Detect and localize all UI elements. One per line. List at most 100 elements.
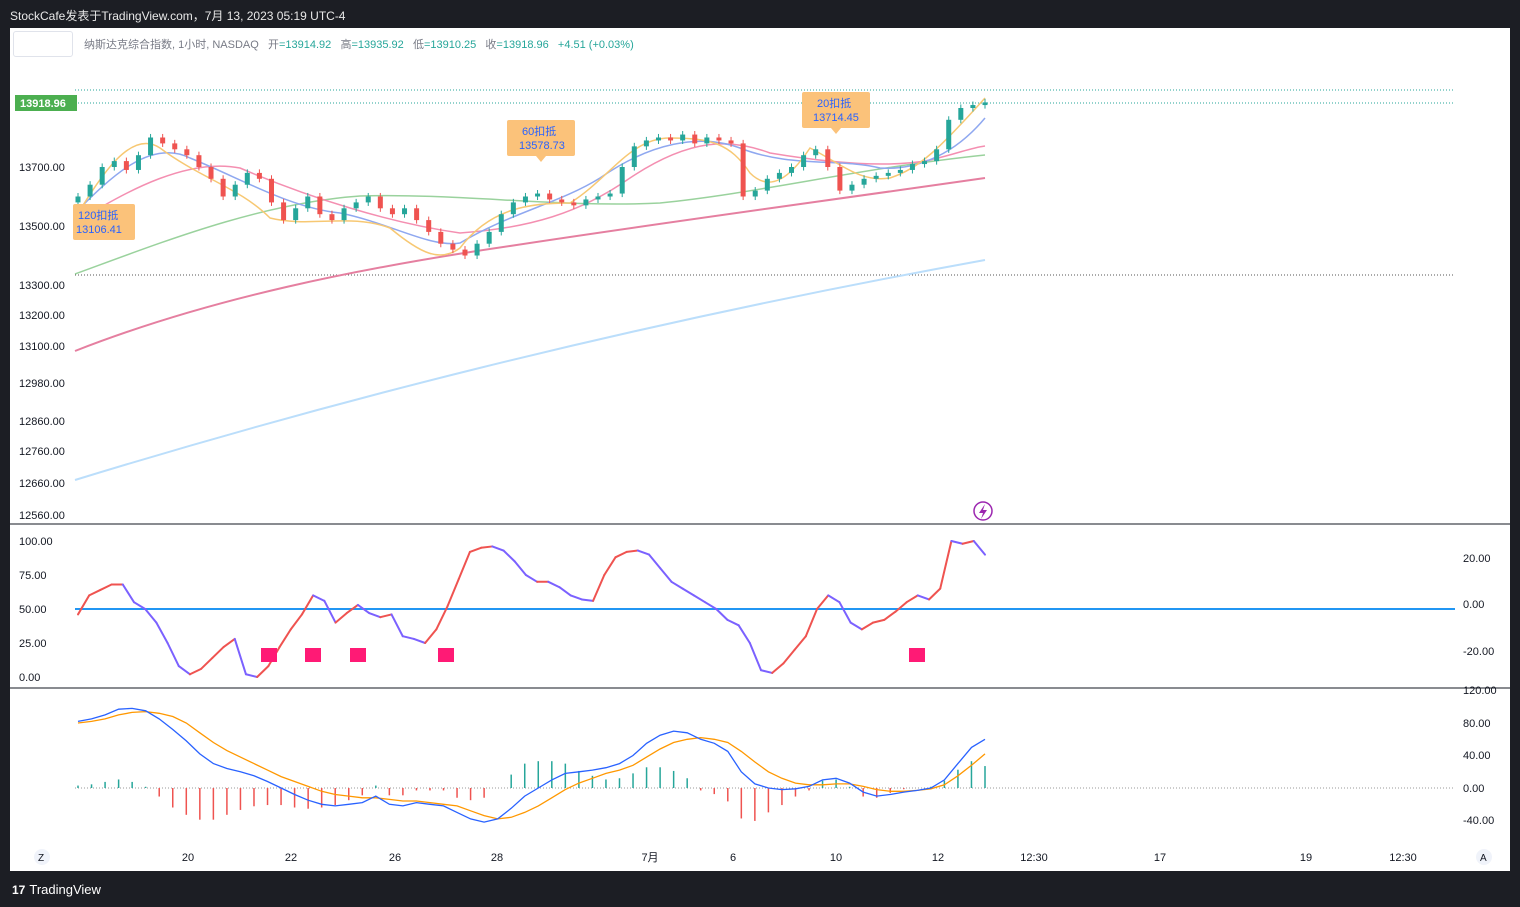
candle-body (837, 167, 843, 191)
candle-body (547, 193, 553, 200)
macd-pane[interactable]: 120.00 80.00 40.00 0.00 -40.00 (75, 685, 1497, 827)
rsi-pane[interactable]: 100.00 75.00 50.00 25.00 0.00 20.00 0.00 -20.00 (19, 536, 1494, 684)
rsi-segment (233, 637, 247, 676)
time-tick-label: 12 (932, 852, 944, 864)
signal-marker (261, 648, 277, 662)
rsi-segment (860, 621, 875, 631)
rsi-segment (401, 635, 415, 640)
rsi-tick-label: 0.00 (19, 672, 40, 684)
candle-body (692, 134, 698, 144)
rsi-segment (592, 574, 606, 602)
a-button-bg (1476, 849, 1492, 865)
legend-low: =13910.25 (423, 39, 477, 51)
candle-body (776, 172, 782, 179)
rsi-segment (256, 665, 270, 678)
candle-body (244, 172, 250, 185)
legend-change: +4.51 (+0.03%) (557, 39, 634, 51)
rsi-segment (345, 603, 359, 615)
rsi-segment (334, 612, 348, 624)
price-tick-label: 12860.00 (19, 416, 65, 428)
chart-svg: 13918.96 13700.00 13500.00 13300.00 13200.0… (10, 89, 1510, 865)
legend-open-label: 开 (267, 39, 279, 51)
annotation-120[interactable]: 120扣抵 13106.41 (73, 204, 135, 240)
annotation-60[interactable]: 60扣抵 13578.73 (507, 120, 575, 162)
rsi-segment (166, 642, 180, 668)
candle-body (305, 196, 311, 209)
ma-240-line (74, 259, 986, 481)
ma-10-line (74, 117, 986, 245)
price-tick-label: 13200.00 (19, 310, 65, 322)
candle-body (498, 214, 504, 232)
rsi-segment (468, 546, 483, 553)
rsi-segment (816, 594, 830, 610)
legend-close: =13918.96 (496, 39, 549, 51)
rsi-segment (726, 618, 740, 627)
z-button[interactable]: Z (38, 853, 44, 864)
candle-body (595, 196, 601, 200)
rsi-segment (625, 549, 639, 553)
rsi-segment (435, 605, 449, 631)
rsi-segment (211, 646, 225, 659)
candle-body (643, 140, 649, 147)
rsi-segment (88, 588, 102, 597)
rsi-segment (312, 594, 326, 602)
last-price-label: 13918.96 (20, 98, 66, 110)
tradingview-brand: TradingView (29, 882, 101, 897)
z-button-bg (34, 849, 50, 865)
candle-body (825, 149, 831, 167)
candle-body (148, 137, 154, 156)
candle-body (220, 178, 226, 197)
tradingview-logo[interactable]: 17 TradingView (12, 882, 101, 897)
rsi-segment (804, 608, 819, 638)
annotation-20[interactable]: 20扣抵 13714.45 (802, 92, 870, 134)
price-tick-label: 12560.00 (19, 510, 65, 522)
annotation-60-value: 13578.73 (519, 140, 565, 152)
candle-body (619, 167, 625, 194)
rsi-segment (502, 549, 516, 563)
candle-body (801, 155, 807, 167)
candle-body (341, 208, 347, 221)
price-tick-label: 12760.00 (19, 446, 65, 458)
rsi-segment (491, 545, 505, 552)
rsi-tick-label: 25.00 (19, 638, 47, 650)
rsi-segment (849, 621, 863, 631)
candle-body (281, 202, 287, 221)
candle-body (160, 137, 166, 144)
symbol-search-box[interactable] (13, 31, 73, 57)
legend-close-label: 收 (485, 39, 497, 51)
candle-body (389, 208, 395, 215)
time-tick-label: 17 (1154, 852, 1166, 864)
macd-tick-label: 40.00 (1463, 750, 1491, 762)
rsi-segment (300, 594, 315, 616)
rsi-segment (289, 613, 303, 631)
annotation-120-value: 13106.41 (76, 224, 122, 236)
lightning-icon[interactable] (973, 501, 993, 521)
rsi-segment (972, 540, 986, 556)
time-tick-label: 12:30 (1020, 852, 1048, 864)
rsi-segment (928, 587, 942, 601)
time-tick-label: 6 (730, 852, 736, 864)
chart-area[interactable]: 纳斯达克综合指数, 1小时, NASDAQ 开=13914.92 高=13935… (10, 28, 1510, 871)
annotation-120-label: 120扣抵 (78, 208, 118, 222)
legend-high-label: 高 (340, 39, 352, 51)
candle-body (655, 137, 661, 141)
time-tick-label: 20 (182, 852, 194, 864)
time-axis[interactable]: Z A 20 22 26 28 7月 6 10 12 12:30 17 19 12:30 (34, 849, 1492, 865)
rsi-segment (760, 669, 774, 674)
rsi-tick-label: 50.00 (19, 604, 47, 616)
candle-body (426, 220, 432, 232)
rsi-segment (603, 556, 617, 576)
rsi-segment (771, 662, 785, 674)
price-axis[interactable]: 13918.96 13700.00 13500.00 13300.00 13200.0… (15, 95, 77, 522)
rsi-segment (715, 608, 729, 621)
rsi-segment (278, 628, 292, 649)
candle-body (450, 243, 456, 250)
a-button[interactable]: A (1480, 853, 1487, 864)
annotation-20-box (802, 92, 870, 128)
rsi-segment (838, 601, 852, 624)
rsi-segment (222, 637, 236, 649)
candles-group (75, 98, 988, 260)
candle-body (377, 196, 383, 209)
candle-body (474, 243, 480, 256)
rsi-segment (356, 603, 371, 615)
